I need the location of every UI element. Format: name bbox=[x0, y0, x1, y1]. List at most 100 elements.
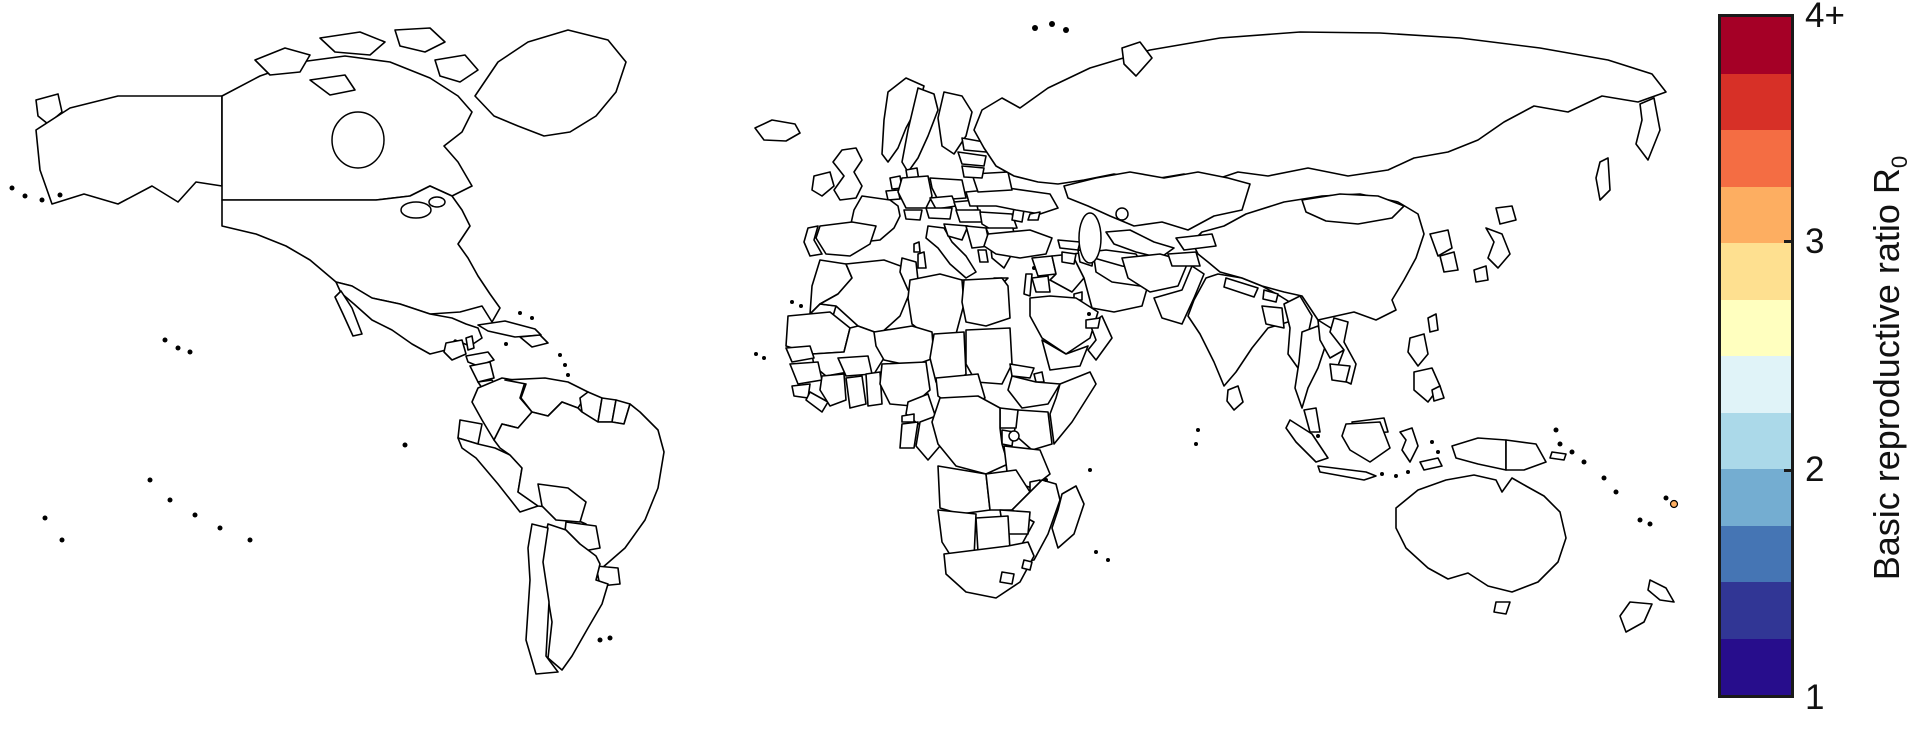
country-canada-arctic bbox=[434, 54, 479, 83]
colorbar-segment bbox=[1721, 412, 1791, 469]
country-new-zealand-north bbox=[1647, 579, 1675, 603]
country-tajikistan bbox=[1167, 251, 1201, 267]
country-liberia bbox=[805, 391, 829, 413]
colorbar-ticklabel-3: 3 bbox=[1805, 221, 1825, 261]
island-dots bbox=[9, 21, 1669, 643]
colorbar-axis-label-text: Basic reproductive ratio R bbox=[1866, 168, 1907, 581]
country-png-new-britain bbox=[1549, 451, 1567, 461]
colorbar-segment bbox=[1721, 638, 1791, 695]
country-australia bbox=[1395, 474, 1567, 593]
country-albania bbox=[977, 249, 989, 263]
country-uzbekistan bbox=[1105, 229, 1175, 259]
country-belgium bbox=[885, 189, 901, 201]
caspian-sea bbox=[1078, 212, 1102, 264]
country-usa bbox=[221, 185, 501, 323]
colorbar-ticklabel-2: 2 bbox=[1805, 449, 1825, 489]
country-ireland bbox=[811, 171, 835, 197]
country-gabon bbox=[899, 421, 919, 449]
country-cuba bbox=[477, 320, 542, 338]
country-russia-sakhalin bbox=[1595, 157, 1611, 201]
country-alaska bbox=[35, 95, 223, 205]
country-italy-sardinia bbox=[917, 251, 927, 269]
country-spain bbox=[815, 221, 877, 257]
colorbar-segment bbox=[1721, 130, 1791, 187]
country-japan-honshu bbox=[1485, 227, 1511, 269]
country-croatia bbox=[943, 223, 969, 241]
colorbar-axis-label: Basic reproductive ratio R0 bbox=[1865, 18, 1913, 718]
country-norway bbox=[881, 77, 925, 163]
country-japan-kyushu bbox=[1473, 265, 1489, 283]
great-lakes bbox=[400, 201, 432, 219]
country-sudan bbox=[965, 327, 1013, 385]
country-czechia bbox=[929, 195, 957, 210]
country-turkey bbox=[983, 229, 1053, 259]
country-papua-new-guinea bbox=[1505, 439, 1547, 471]
country-egypt bbox=[961, 277, 1011, 327]
country-canada-arctic bbox=[319, 31, 386, 56]
country-georgia bbox=[1057, 239, 1081, 251]
country-hungary bbox=[955, 209, 983, 223]
country-hispaniola bbox=[519, 334, 549, 348]
country-madagascar bbox=[1051, 485, 1085, 549]
colorbar-segment bbox=[1721, 186, 1791, 243]
colorbar-ticklabel-4plus: 4+ bbox=[1805, 0, 1845, 35]
country-sri-lanka bbox=[1226, 385, 1244, 411]
country-guatemala bbox=[443, 339, 467, 361]
colorbar-segment bbox=[1721, 17, 1791, 74]
country-sweden bbox=[901, 87, 939, 173]
colorbar-ticklabel-1: 1 bbox=[1805, 677, 1825, 717]
country-canada-arctic bbox=[309, 74, 356, 96]
colorbar-segment bbox=[1721, 299, 1791, 356]
country-nepal bbox=[1223, 277, 1259, 298]
country-new-zealand-south bbox=[1619, 601, 1653, 633]
country-lebanon-israel bbox=[1023, 273, 1033, 297]
country-bhutan bbox=[1262, 289, 1279, 303]
country-bangladesh bbox=[1261, 305, 1285, 329]
country-fiji bbox=[1669, 499, 1679, 509]
country-djibouti bbox=[1033, 371, 1045, 383]
country-indonesia-sulawesi bbox=[1399, 427, 1419, 463]
country-senegal bbox=[785, 345, 815, 363]
colorbar-axis-label-subscript: 0 bbox=[1887, 155, 1913, 169]
country-equatorial-guinea bbox=[901, 413, 915, 423]
country-canada-arctic bbox=[394, 27, 446, 53]
country-lesotho bbox=[999, 571, 1015, 585]
colorbar bbox=[1718, 14, 1794, 698]
country-austria bbox=[925, 207, 953, 220]
country-jordan bbox=[1031, 275, 1051, 293]
country-malaysia-peninsula bbox=[1303, 407, 1321, 433]
country-taiwan bbox=[1427, 313, 1439, 333]
great-lakes bbox=[428, 196, 446, 208]
country-brazil bbox=[493, 401, 665, 569]
country-bolivia bbox=[537, 483, 587, 523]
country-indonesia-java bbox=[1317, 465, 1377, 481]
country-philippines-luzon bbox=[1407, 333, 1429, 367]
country-uae bbox=[1085, 317, 1101, 329]
country-switzerland bbox=[903, 209, 923, 221]
lake-victoria bbox=[1008, 430, 1020, 442]
country-timor-leste bbox=[1419, 457, 1443, 471]
country-philippines-mindanao-east bbox=[1431, 385, 1445, 402]
country-italy-corsica bbox=[913, 241, 921, 253]
colorbar-segment bbox=[1721, 525, 1791, 582]
hudson-bay bbox=[331, 111, 385, 169]
country-armenia bbox=[1061, 251, 1077, 265]
country-russia-novaya-zemlya bbox=[1121, 41, 1153, 77]
country-mongolia bbox=[1301, 193, 1405, 225]
country-iceland bbox=[754, 119, 801, 142]
country-belize bbox=[465, 335, 475, 351]
country-latvia bbox=[957, 151, 987, 167]
country-indonesia-west-papua bbox=[1451, 437, 1507, 471]
aral-sea bbox=[1115, 207, 1129, 221]
country-japan-hokkaido bbox=[1495, 205, 1517, 225]
country-ethiopia bbox=[1007, 375, 1061, 409]
colorbar-segment bbox=[1721, 469, 1791, 526]
country-guinea bbox=[789, 361, 823, 385]
country-indonesia-kalimantan bbox=[1341, 421, 1391, 463]
country-uganda bbox=[999, 407, 1019, 429]
country-russia-kamchatka bbox=[1635, 97, 1661, 161]
country-ghana bbox=[845, 375, 867, 409]
country-portugal bbox=[803, 225, 823, 257]
